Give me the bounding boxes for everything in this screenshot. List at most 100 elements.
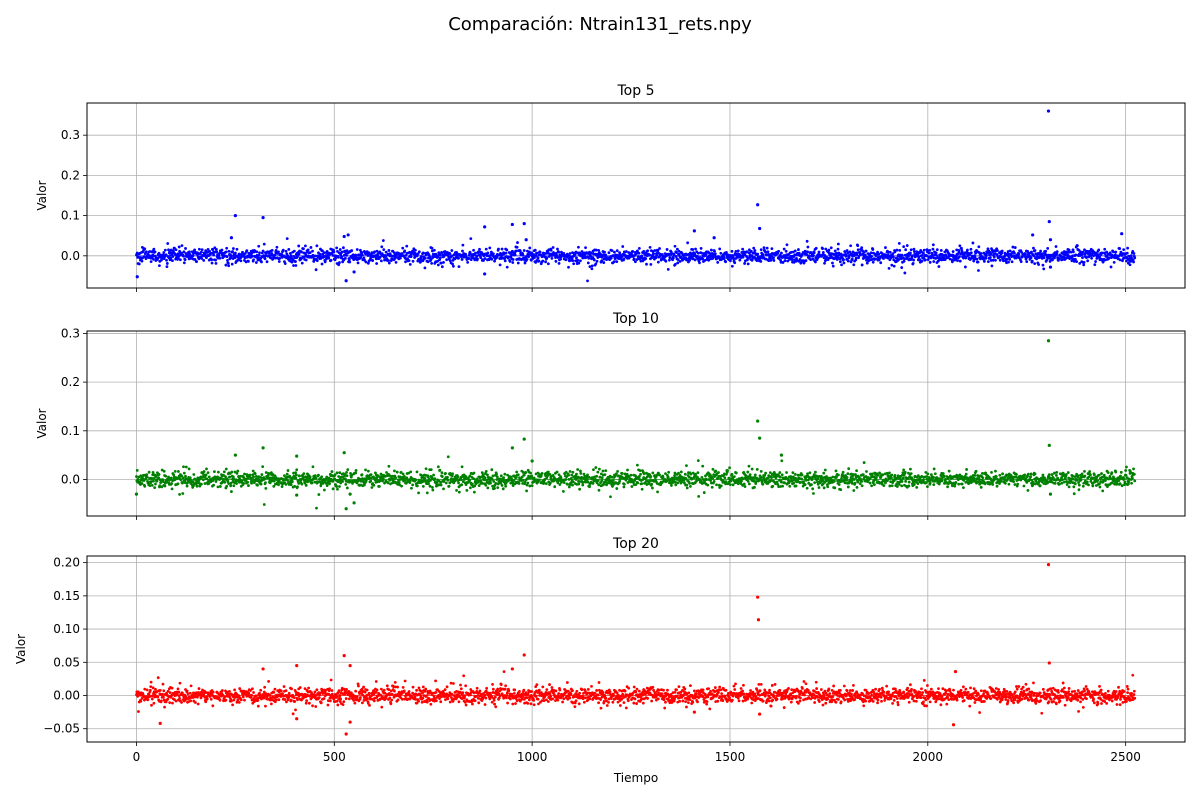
data-point [958, 259, 962, 263]
data-point [972, 259, 976, 263]
data-point [595, 474, 599, 478]
data-point [596, 470, 600, 474]
data-point [476, 479, 480, 483]
data-point [731, 483, 735, 487]
data-point [525, 257, 529, 261]
data-point [1070, 259, 1074, 263]
data-point-outlier [758, 226, 762, 231]
data-point [928, 481, 932, 485]
data-point [897, 482, 901, 486]
data-point [227, 482, 231, 486]
data-point [628, 480, 632, 484]
data-point [1126, 246, 1130, 250]
data-point [701, 257, 705, 261]
data-point [533, 248, 537, 252]
data-point [200, 248, 204, 252]
data-point [871, 472, 874, 476]
data-point [297, 252, 301, 256]
data-point [536, 480, 540, 484]
data-point [345, 470, 348, 474]
data-point [554, 251, 558, 255]
data-point [1035, 257, 1039, 261]
data-point [673, 471, 677, 475]
data-point [404, 481, 408, 485]
data-point [505, 248, 509, 252]
data-point [306, 248, 310, 252]
data-point [169, 256, 173, 260]
data-point [364, 468, 367, 472]
data-point [1108, 251, 1112, 255]
data-point [1105, 250, 1109, 254]
data-point [222, 470, 226, 474]
data-point [289, 483, 293, 487]
data-point [195, 484, 199, 488]
data-point [171, 259, 174, 263]
data-point [387, 259, 390, 262]
data-point [371, 259, 375, 262]
data-point [661, 475, 665, 479]
data-point [814, 260, 817, 264]
data-point [569, 481, 573, 485]
data-point [503, 259, 507, 263]
data-point [1069, 250, 1073, 254]
data-point-outlier [483, 225, 487, 229]
data-point [576, 258, 580, 262]
data-point [722, 257, 726, 261]
data-point [535, 251, 539, 255]
data-point [694, 247, 697, 251]
data-point [979, 485, 983, 489]
data-point [850, 479, 854, 483]
data-point [1130, 256, 1133, 260]
data-point [834, 469, 838, 473]
data-point [294, 473, 298, 477]
data-point [423, 266, 427, 270]
data-point [1082, 260, 1086, 264]
data-point [558, 483, 562, 486]
data-point [208, 249, 212, 253]
data-point [697, 495, 701, 498]
data-point [891, 252, 895, 256]
data-point [494, 482, 498, 485]
data-point [814, 246, 818, 250]
data-point [835, 258, 839, 261]
data-point [922, 248, 926, 252]
data-point [595, 481, 599, 485]
data-point [348, 260, 352, 264]
data-point [635, 463, 639, 467]
data-point [1017, 253, 1021, 256]
data-point [576, 468, 580, 471]
data-point [761, 253, 765, 256]
data-point [912, 247, 916, 251]
data-point [888, 250, 892, 254]
data-point [688, 482, 692, 485]
data-point [610, 249, 614, 253]
data-point [622, 485, 626, 489]
data-point [950, 258, 954, 262]
data-point [736, 249, 740, 253]
data-point [411, 483, 415, 487]
data-point-outlier [522, 222, 526, 226]
data-point [724, 480, 728, 484]
data-point [746, 262, 750, 266]
data-point [634, 483, 638, 486]
data-point [872, 483, 876, 487]
data-point [577, 245, 580, 249]
data-point [924, 481, 928, 484]
data-point [1000, 249, 1004, 253]
data-point [270, 479, 274, 483]
data-point [1053, 471, 1056, 475]
data-point [140, 482, 144, 485]
data-point [658, 473, 661, 477]
data-point [666, 268, 670, 271]
data-point [1121, 259, 1124, 263]
data-point [706, 483, 710, 487]
data-point [314, 476, 318, 480]
data-point [387, 464, 391, 468]
data-point [937, 265, 941, 268]
data-point [331, 487, 335, 491]
data-point [1075, 260, 1078, 263]
data-point [974, 251, 978, 255]
data-point [511, 481, 515, 485]
data-point [1030, 250, 1033, 254]
data-point [827, 248, 831, 252]
